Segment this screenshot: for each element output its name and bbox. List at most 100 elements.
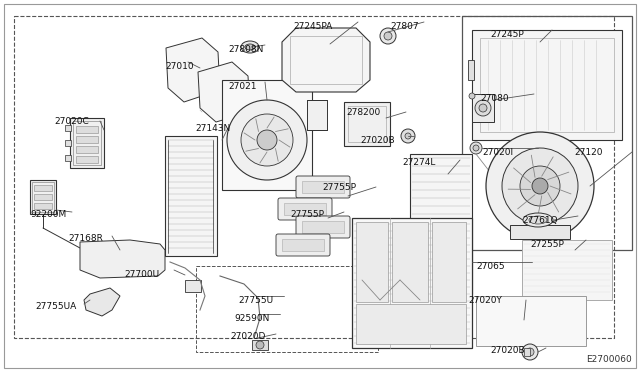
Circle shape xyxy=(520,166,560,206)
Polygon shape xyxy=(282,28,370,92)
Text: 27755UA: 27755UA xyxy=(35,302,76,311)
Text: 27020B: 27020B xyxy=(360,136,395,145)
FancyBboxPatch shape xyxy=(296,216,350,238)
Bar xyxy=(76,126,98,133)
Text: 92200M: 92200M xyxy=(30,210,67,219)
Text: 27755U: 27755U xyxy=(238,296,273,305)
Text: 27020C: 27020C xyxy=(54,117,89,126)
Bar xyxy=(34,194,52,200)
Text: 27120: 27120 xyxy=(574,148,602,157)
Bar xyxy=(65,140,71,146)
Text: 27274L: 27274L xyxy=(402,158,435,167)
Bar xyxy=(14,16,614,338)
Bar xyxy=(252,340,268,350)
Bar xyxy=(472,30,622,140)
Circle shape xyxy=(405,133,411,139)
Bar xyxy=(76,136,98,143)
Bar xyxy=(410,154,472,294)
Bar xyxy=(70,118,104,168)
Bar xyxy=(76,146,98,153)
Bar xyxy=(348,106,386,142)
Bar xyxy=(344,102,390,146)
Circle shape xyxy=(502,148,578,224)
Bar xyxy=(510,225,570,239)
Circle shape xyxy=(469,93,475,99)
Bar xyxy=(185,280,201,292)
Bar xyxy=(34,203,52,209)
Text: 27245P: 27245P xyxy=(490,30,524,39)
Ellipse shape xyxy=(523,213,553,227)
Circle shape xyxy=(522,344,538,360)
Text: 27168R: 27168R xyxy=(68,234,103,243)
Text: 27020Y: 27020Y xyxy=(468,296,502,305)
Bar xyxy=(282,239,324,251)
Circle shape xyxy=(486,132,594,240)
Ellipse shape xyxy=(245,44,255,50)
Text: 27808N: 27808N xyxy=(228,45,264,54)
Bar xyxy=(65,155,71,161)
Text: 27021: 27021 xyxy=(228,82,257,91)
Text: 27245PA: 27245PA xyxy=(293,22,332,31)
Text: 27807: 27807 xyxy=(390,22,419,31)
Circle shape xyxy=(241,114,293,166)
Bar xyxy=(30,180,56,214)
Bar xyxy=(284,203,326,215)
Text: 27143N: 27143N xyxy=(195,124,230,133)
Text: 27020B: 27020B xyxy=(490,346,525,355)
Bar xyxy=(196,266,378,352)
Ellipse shape xyxy=(529,216,547,224)
Text: 27755P: 27755P xyxy=(322,183,356,192)
Bar xyxy=(302,221,344,233)
Text: 27020I: 27020I xyxy=(482,148,513,157)
Bar xyxy=(65,125,71,131)
Bar xyxy=(476,296,586,346)
FancyBboxPatch shape xyxy=(278,198,332,220)
Circle shape xyxy=(479,104,487,112)
Bar xyxy=(468,60,474,80)
Bar xyxy=(462,16,632,250)
Circle shape xyxy=(384,32,392,40)
Text: 27755P: 27755P xyxy=(290,210,324,219)
Bar xyxy=(356,222,388,302)
Bar xyxy=(73,121,101,165)
Text: E2700060: E2700060 xyxy=(586,355,632,364)
Bar xyxy=(32,182,54,212)
Bar xyxy=(522,240,612,300)
Polygon shape xyxy=(80,240,165,278)
Circle shape xyxy=(401,129,415,143)
Text: 27700U: 27700U xyxy=(124,270,159,279)
Circle shape xyxy=(475,100,491,116)
Circle shape xyxy=(257,130,277,150)
Circle shape xyxy=(470,142,482,154)
Bar xyxy=(392,222,428,302)
Text: 27020D: 27020D xyxy=(230,332,266,341)
Text: 92590N: 92590N xyxy=(234,314,269,323)
Circle shape xyxy=(256,341,264,349)
Bar xyxy=(432,222,466,302)
Bar xyxy=(76,156,98,163)
Bar xyxy=(356,304,466,344)
Circle shape xyxy=(380,28,396,44)
Polygon shape xyxy=(84,288,120,316)
Bar xyxy=(480,38,614,132)
Text: 27010: 27010 xyxy=(165,62,194,71)
Text: 278200: 278200 xyxy=(346,108,380,117)
Circle shape xyxy=(473,145,479,151)
Bar xyxy=(352,218,472,348)
Bar xyxy=(165,136,217,256)
Polygon shape xyxy=(166,38,220,102)
Bar xyxy=(472,94,494,122)
Bar xyxy=(524,348,530,356)
Bar xyxy=(307,100,327,130)
Ellipse shape xyxy=(241,41,259,53)
Circle shape xyxy=(526,348,534,356)
Bar xyxy=(222,80,312,190)
Bar xyxy=(34,185,52,191)
Text: 27761Q: 27761Q xyxy=(522,216,557,225)
Circle shape xyxy=(532,178,548,194)
Text: 27080: 27080 xyxy=(480,94,509,103)
Bar xyxy=(290,36,362,84)
Bar xyxy=(302,181,344,193)
Text: 27255P: 27255P xyxy=(530,240,564,249)
FancyBboxPatch shape xyxy=(296,176,350,198)
